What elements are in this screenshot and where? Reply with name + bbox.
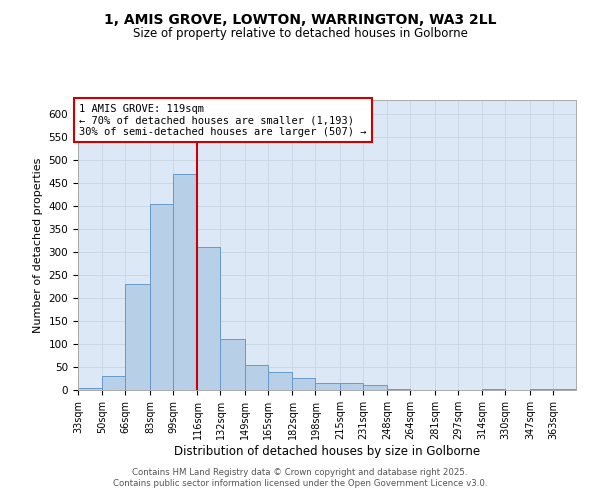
Text: Size of property relative to detached houses in Golborne: Size of property relative to detached ho… xyxy=(133,28,467,40)
Bar xyxy=(103,376,125,390)
X-axis label: Distribution of detached houses by size in Golborne: Distribution of detached houses by size … xyxy=(174,444,480,458)
Bar xyxy=(363,386,388,390)
Bar xyxy=(340,383,363,390)
Bar xyxy=(482,388,505,390)
Bar xyxy=(197,248,220,390)
Bar xyxy=(268,372,292,390)
Bar xyxy=(220,340,245,390)
Bar xyxy=(245,364,268,390)
Bar xyxy=(125,284,150,390)
Bar xyxy=(530,388,553,390)
Y-axis label: Number of detached properties: Number of detached properties xyxy=(33,158,43,332)
Bar xyxy=(316,383,340,390)
Bar xyxy=(78,388,103,390)
Bar xyxy=(553,388,576,390)
Text: Contains HM Land Registry data © Crown copyright and database right 2025.
Contai: Contains HM Land Registry data © Crown c… xyxy=(113,468,487,487)
Bar xyxy=(150,204,173,390)
Text: 1 AMIS GROVE: 119sqm
← 70% of detached houses are smaller (1,193)
30% of semi-de: 1 AMIS GROVE: 119sqm ← 70% of detached h… xyxy=(79,104,367,137)
Bar xyxy=(388,388,410,390)
Bar xyxy=(173,174,197,390)
Text: 1, AMIS GROVE, LOWTON, WARRINGTON, WA3 2LL: 1, AMIS GROVE, LOWTON, WARRINGTON, WA3 2… xyxy=(104,12,496,26)
Bar xyxy=(292,378,316,390)
